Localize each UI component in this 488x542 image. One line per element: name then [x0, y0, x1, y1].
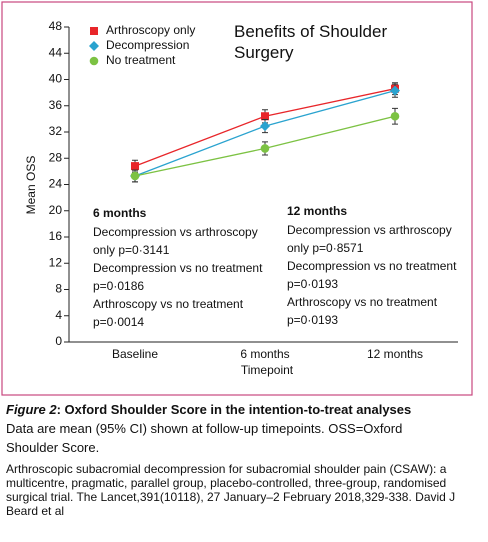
y-tick-label: 20 — [49, 203, 63, 217]
y-tick-label: 36 — [49, 98, 63, 112]
chart: Mean OSS Timepoint 048121620242832364044… — [1, 1, 473, 396]
legend-marker — [89, 41, 99, 51]
y-tick-label: 28 — [49, 150, 63, 164]
annotation-title: 12 months — [287, 204, 347, 218]
y-tick-label: 32 — [49, 124, 63, 138]
x-tick-label: 12 months — [367, 347, 423, 361]
y-tick-label: 12 — [49, 255, 63, 269]
y-tick-label: 40 — [49, 72, 63, 86]
y-tick-label: 48 — [49, 19, 63, 33]
legend-marker — [90, 27, 98, 35]
chart-frame — [1, 1, 473, 396]
annotation-line: Decompression vs arthroscopy — [93, 225, 258, 239]
marker — [390, 111, 400, 121]
x-axis-label: Timepoint — [241, 363, 294, 377]
legend-label: No treatment — [106, 53, 176, 67]
annotation-line: only p=0·3141 — [93, 243, 170, 257]
y-tick-label: 8 — [55, 282, 62, 296]
annotation-line: p=0·0193 — [287, 313, 338, 327]
annotation-line: p=0·0193 — [287, 277, 338, 291]
x-tick-label: Baseline — [112, 347, 158, 361]
legend-label: Decompression — [106, 38, 189, 52]
chart-title: Benefits of Shoulder Surgery — [234, 22, 388, 62]
legend-label: Arthroscopy only — [106, 23, 195, 37]
annotation-line: Arthroscopy vs no treatment — [93, 297, 244, 311]
legend-marker — [89, 56, 99, 66]
annotation-line: Decompression vs arthroscopy — [287, 223, 452, 237]
caption: Figure 2: Oxford Shoulder Score in the i… — [6, 400, 426, 457]
annotation-line: p=0·0014 — [93, 315, 144, 329]
y-tick-label: 0 — [55, 334, 62, 348]
citation: Arthroscopic subacromial decompression f… — [6, 462, 456, 518]
caption-text: Data are mean (95% CI) shown at follow-u… — [6, 421, 403, 455]
marker — [130, 171, 140, 181]
y-axis-label: Mean OSS — [24, 156, 38, 215]
y-tick-label: 16 — [49, 229, 63, 243]
x-tick-label: 6 months — [240, 347, 289, 361]
marker — [261, 112, 269, 121]
annotation-line: Decompression vs no treatment — [93, 261, 263, 275]
y-tick-label: 4 — [55, 308, 62, 322]
annotation-line: Decompression vs no treatment — [287, 259, 457, 273]
annotation-line: only p=0·8571 — [287, 241, 364, 255]
series-line — [134, 90, 396, 177]
marker — [260, 121, 270, 132]
marker — [131, 162, 139, 171]
marker — [260, 144, 270, 153]
annotation-line: Arthroscopy vs no treatment — [287, 295, 438, 309]
y-tick-label: 24 — [49, 177, 63, 191]
marker — [390, 85, 400, 96]
caption-title: : Oxford Shoulder Score in the intention… — [56, 402, 412, 417]
y-tick-label: 44 — [49, 45, 63, 59]
caption-label: Figure 2 — [6, 402, 57, 417]
annotation-line: p=0·0186 — [93, 279, 144, 293]
annotation-title: 6 months — [93, 206, 147, 220]
